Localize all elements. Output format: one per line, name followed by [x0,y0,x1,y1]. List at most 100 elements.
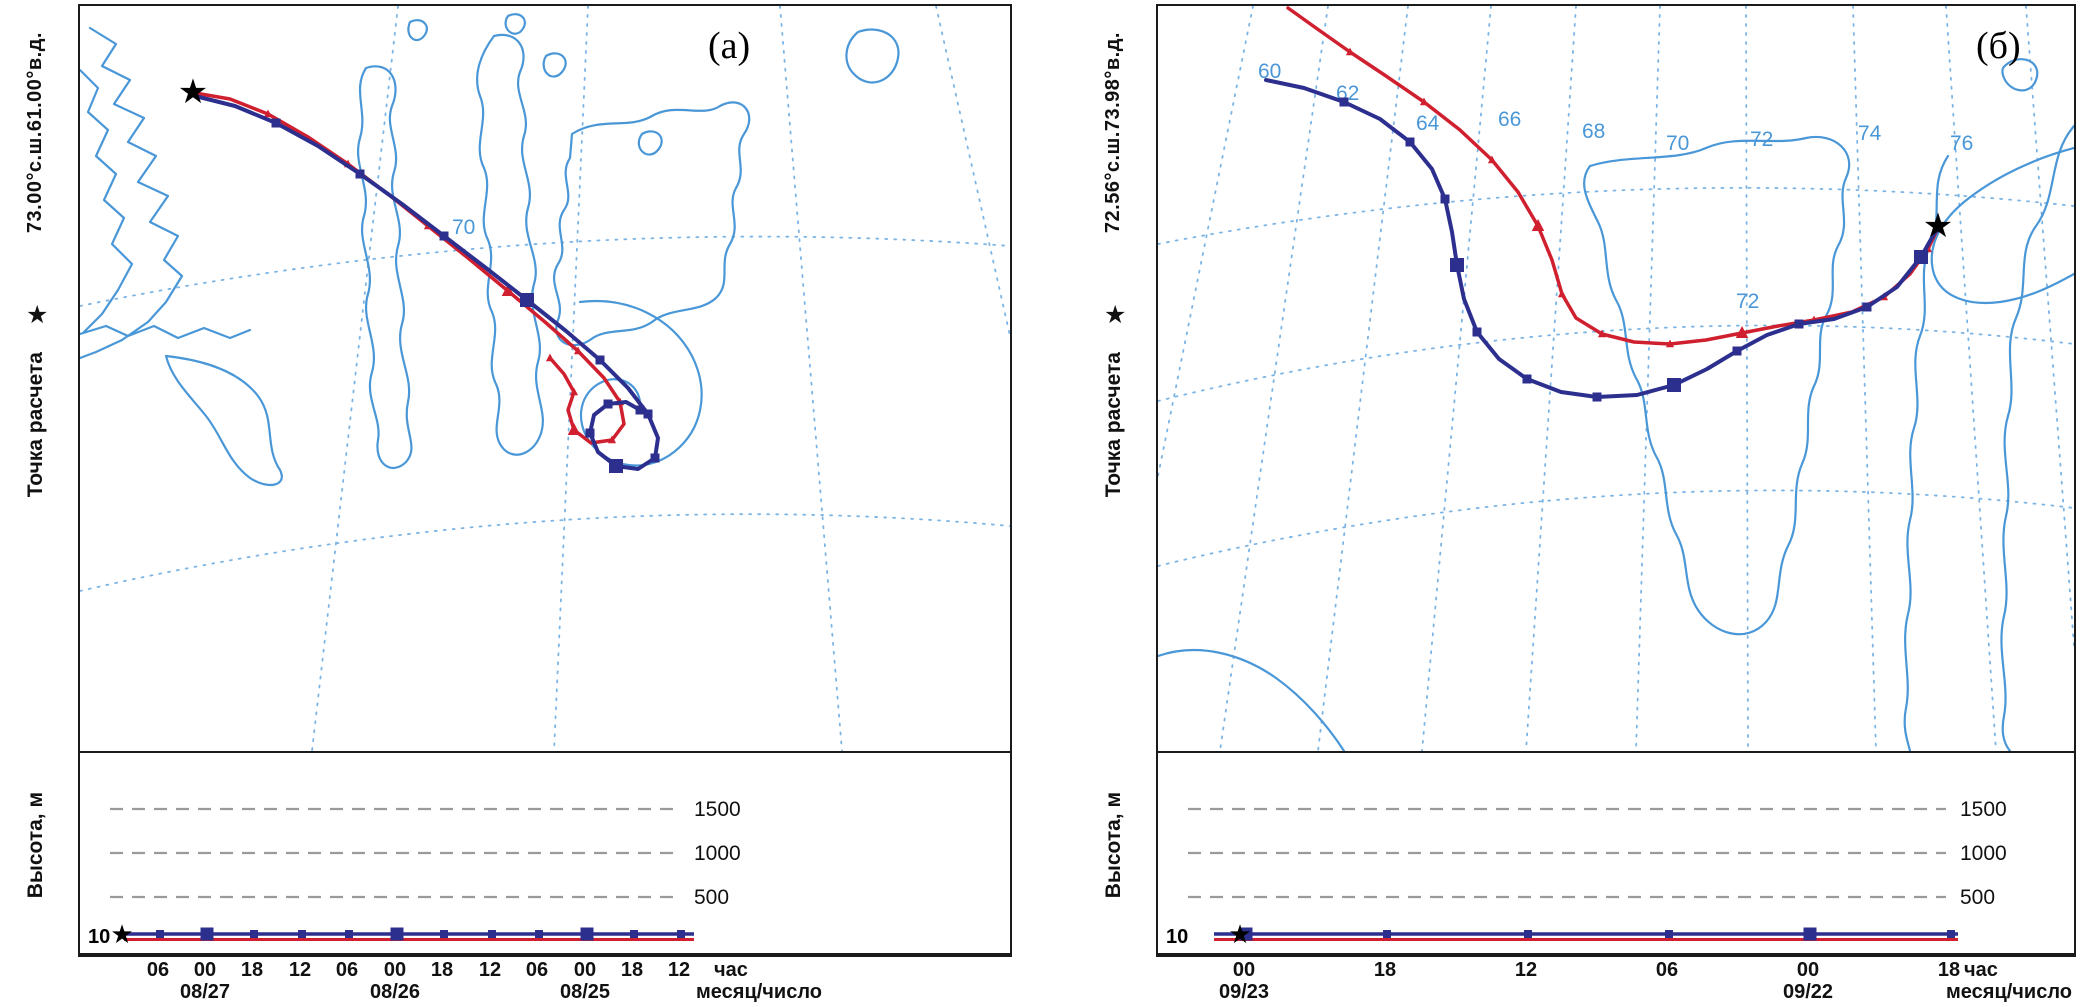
graticule-line [311,6,399,751]
height-tick-label: 1000 [1960,842,2007,865]
coastline [2000,124,2074,751]
date-tick-label: 08/27 [179,981,231,1003]
coastline [552,101,751,347]
trajectory-navy-marker [1667,378,1681,392]
coastline [504,13,526,35]
panel-b-plots: 60 62 64 66 68 70 72 74 76 72 ★ (б) 500 1000 1500 ★ 10 … [1156,4,2076,1007]
graticule-line [779,6,843,751]
trajectory-navy-marker [1732,346,1742,356]
panel-a-gutter: 73.00°с.ш.61.00°в.д. ★ Точка расчета Выс… [0,4,78,994]
graticule-value-label: 74 [1858,122,1882,145]
graticule-line [1158,489,2074,567]
trajectory-navy-marker [355,169,365,179]
trajectory-red-marker [1665,339,1675,348]
graticule-line [80,513,1010,592]
date-tick-label: 08/25 [559,981,611,1003]
coastline [357,65,413,469]
trajectory-navy-height-marker [200,927,214,941]
date-tick-label: 08/26 [369,981,421,1003]
calc-point-label: Точка расчета [24,352,47,498]
coastline [164,354,283,487]
time-tick-label: 12 [1514,959,1538,981]
trajectory-red-marker [569,387,579,396]
time-axis-unit-label: час [1964,959,1998,981]
graticule-value-label: 70 [1666,132,1689,155]
time-tick-label: 18 [620,959,644,981]
trajectory-navy-height-marker [345,930,353,938]
trajectory-navy-height-marker [1947,930,1955,938]
trajectory-navy-marker [439,231,449,241]
trajectory-navy-marker [1592,392,1602,402]
trajectory-navy-height-marker [440,930,448,938]
trajectory-navy-marker [603,399,613,409]
trajectory-navy-height-marker [1803,927,1817,941]
trajectory-navy-height-marker [488,930,496,938]
trajectory-navy-marker [650,453,660,463]
trajectory-navy-height-marker [580,927,594,941]
trajectory-navy-height-marker [156,930,164,938]
graticule-value-label: 68 [1582,120,1605,143]
trajectory-red-marker [501,284,515,297]
time-tick-label: 18 [1937,959,1961,981]
graticule-line [1852,6,1877,751]
height-tick-label: 500 [694,886,729,909]
coastline [1158,649,1346,751]
graticule-line [1158,186,2074,245]
graticule-value-label: 72 [1736,290,1759,313]
graticule-line [1317,6,1409,751]
time-tick-label: 18 [240,959,264,981]
trajectory-red-marker [263,109,273,118]
time-tick-label: 12 [288,959,312,981]
height-tick-label: 1500 [694,798,741,821]
trajectory-navy-marker [271,118,281,128]
height-tick-label: 500 [1960,886,1995,909]
time-axis-unit-label: час [714,959,748,981]
trajectory-navy-height-marker [677,930,685,938]
graticule-line [1219,6,1329,751]
date-axis-unit-label: месяц/число [1946,981,2072,1003]
graticule-line [1421,6,1492,751]
graticule-line [1158,324,2074,402]
source-location-label: 73.00°с.ш.61.00°в.д. [24,32,46,234]
star-legend-icon: ★ [26,301,49,329]
trajectory-navy-line [193,94,660,471]
graticule-line [2025,6,2074,647]
trajectory-red-marker [545,353,555,362]
date-tick-label: 09/23 [1218,981,1270,1003]
height-axis-label: Высота, м [24,792,47,899]
height-tick-label: 1500 [1960,798,2007,821]
time-tick-label: 12 [478,959,502,981]
trajectory-red-marker [1735,326,1749,339]
trajectory-navy-marker [520,293,534,307]
source-location-label: 72.56°с.ш.73.98°в.д. [1102,32,1124,234]
map-a: 70 ★ (а) [78,4,1012,753]
panel-a-plots: 70 ★ (а) 500 1000 1500 ★ 10 06 00 08/27 18 12 06 00 0… [78,4,1012,1007]
trajectory-navy-line [1264,78,1940,399]
map-a-canvas: 70 ★ (а) [80,6,1010,751]
graticule-value-label: 66 [1498,108,1521,131]
trajectory-navy-height-marker [1665,930,1673,938]
coastline [80,26,184,360]
date-axis-unit-label: месяц/число [696,981,822,1003]
coastline [637,130,663,156]
trajectory-navy-height-marker [298,930,306,938]
trajectory-navy-height-marker [1239,927,1253,941]
graticule-line [553,6,589,751]
time-tick-label: 06 [1655,959,1679,981]
trajectory-navy-marker [609,459,623,473]
trajectory-red-marker [607,435,617,444]
time-tick-label: 06 [335,959,359,981]
graticule-line [1745,6,1749,751]
coastline [542,52,567,78]
calc-point-star-icon: ★ [178,73,208,111]
trajectory-navy-height-marker [250,930,258,938]
trajectory-red-marker [1419,97,1429,106]
star-legend-icon: ★ [1104,301,1127,329]
height-profile-b: 500 1000 1500 ★ 10 [1156,753,2076,957]
coastline [578,299,703,467]
graticule-line [80,235,1010,307]
graticule-value-label: 76 [1950,132,1973,155]
trajectory-navy-marker [1405,137,1415,147]
date-tick-label: 09/22 [1782,981,1834,1003]
